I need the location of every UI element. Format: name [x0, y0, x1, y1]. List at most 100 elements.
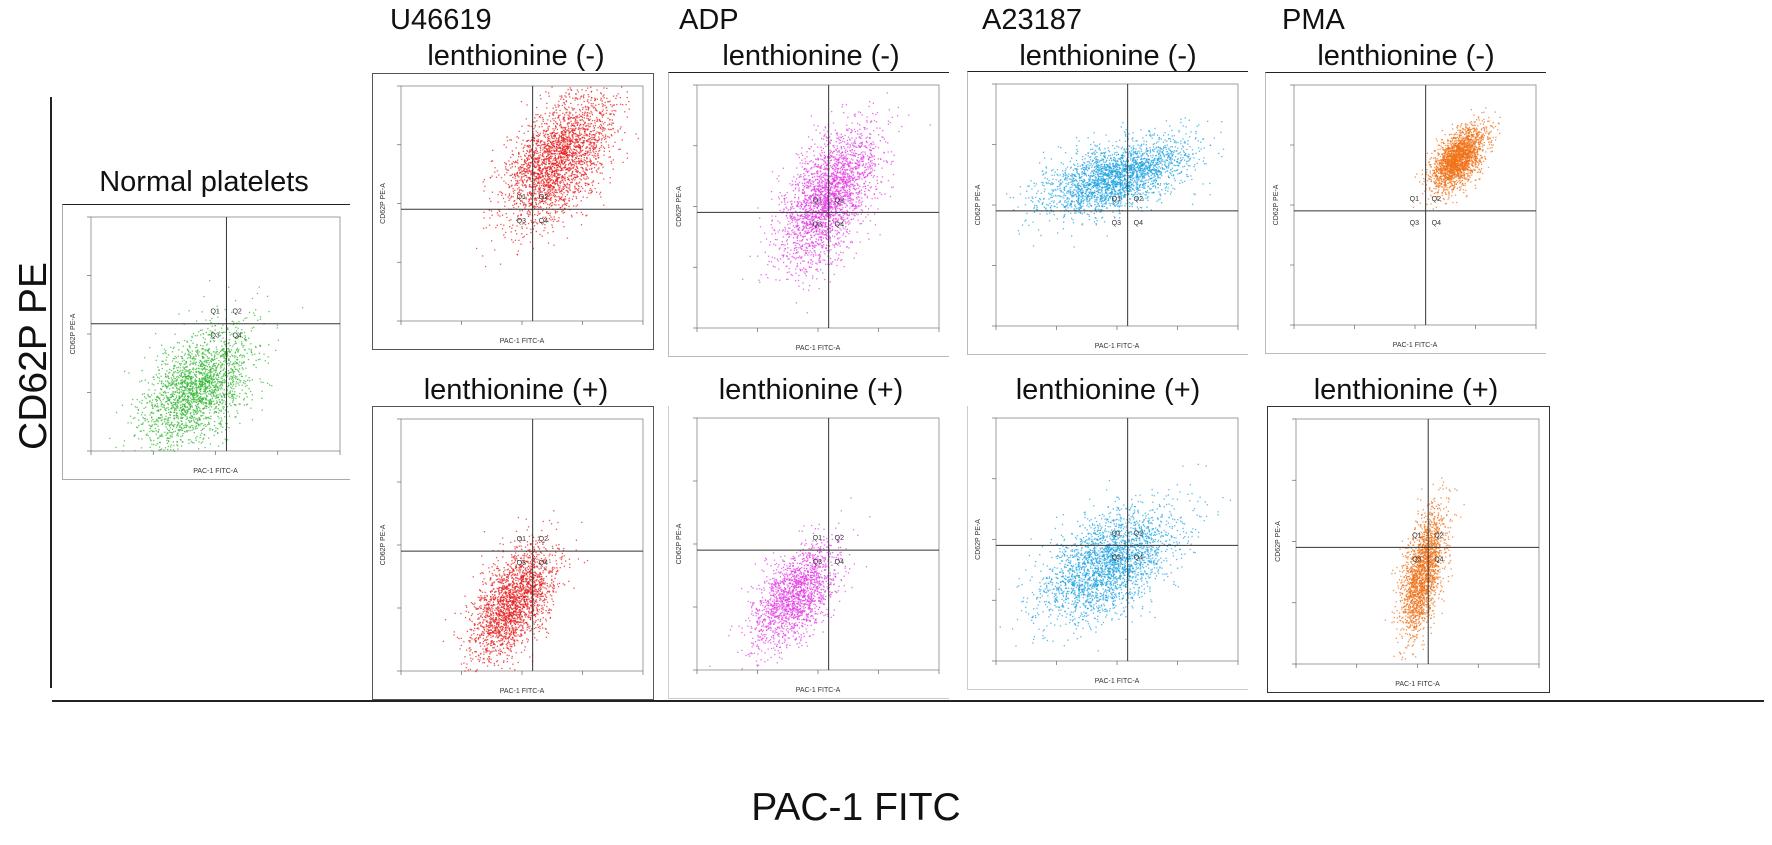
event-point	[606, 97, 608, 99]
event-point	[174, 411, 176, 414]
event-point	[190, 414, 192, 416]
event-point	[556, 164, 559, 166]
event-point	[259, 316, 262, 318]
event-point	[187, 408, 189, 411]
event-point	[586, 117, 588, 119]
event-point	[193, 358, 195, 360]
event-point	[157, 431, 159, 433]
event-point	[531, 139, 533, 141]
event-point	[591, 163, 593, 165]
event-point	[586, 129, 589, 131]
event-point	[209, 377, 212, 380]
event-point	[590, 99, 592, 101]
event-point	[235, 326, 237, 328]
event-point	[122, 450, 124, 452]
event-point	[519, 564, 521, 566]
event-point	[576, 89, 578, 91]
event-point	[562, 167, 564, 169]
event-point	[562, 177, 564, 179]
event-point	[172, 381, 175, 383]
event-point	[558, 173, 560, 175]
event-point	[155, 398, 157, 401]
event-point	[176, 421, 179, 423]
event-point	[181, 435, 184, 437]
event-point	[541, 191, 543, 193]
event-point	[523, 169, 525, 172]
event-point	[536, 144, 538, 147]
event-point	[559, 124, 561, 127]
event-point	[490, 590, 493, 592]
event-point	[590, 141, 592, 143]
event-point	[596, 131, 598, 133]
event-point	[247, 379, 249, 381]
event-point	[217, 445, 220, 447]
event-point	[525, 160, 527, 162]
event-point	[211, 388, 213, 391]
event-point	[515, 182, 518, 184]
event-point	[168, 382, 170, 384]
event-point	[198, 368, 200, 370]
event-point	[191, 358, 194, 360]
event-point	[243, 404, 245, 406]
event-point	[202, 368, 204, 370]
event-point	[567, 126, 570, 128]
event-point	[148, 396, 150, 398]
event-point	[210, 401, 213, 404]
event-point	[545, 216, 547, 218]
event-point	[157, 437, 159, 439]
event-point	[603, 178, 605, 180]
event-point	[542, 183, 544, 185]
event-point	[562, 134, 564, 137]
event-point	[231, 387, 233, 389]
event-point	[551, 136, 553, 139]
event-point	[560, 131, 563, 133]
event-point	[473, 606, 475, 608]
event-point	[173, 415, 175, 417]
event-point	[524, 144, 526, 146]
event-point	[138, 419, 140, 421]
event-point	[560, 121, 562, 123]
event-point	[571, 134, 574, 136]
event-point	[568, 131, 570, 133]
event-point	[512, 190, 514, 192]
event-point	[599, 193, 601, 195]
event-point	[523, 174, 526, 176]
event-point	[216, 385, 218, 387]
event-point	[600, 123, 602, 126]
event-point	[202, 384, 204, 386]
event-point	[529, 204, 532, 206]
event-point	[545, 169, 547, 171]
event-point	[206, 368, 208, 371]
event-point	[604, 138, 606, 141]
event-point	[194, 392, 196, 394]
event-point	[528, 164, 530, 166]
event-point	[528, 198, 530, 201]
event-point	[202, 353, 204, 355]
event-point	[159, 409, 161, 411]
event-point	[598, 136, 600, 138]
event-point	[551, 146, 554, 149]
event-point	[556, 112, 558, 114]
event-point	[545, 159, 547, 161]
event-point	[221, 383, 223, 385]
event-point	[202, 348, 204, 350]
event-point	[584, 112, 586, 114]
event-point	[511, 184, 513, 186]
event-point	[234, 340, 236, 342]
event-point	[198, 392, 201, 394]
event-point	[544, 178, 546, 180]
event-point	[556, 179, 558, 182]
event-point	[491, 191, 494, 193]
event-point	[189, 382, 191, 384]
event-point	[208, 351, 210, 354]
event-point	[594, 107, 597, 109]
event-point	[170, 446, 172, 448]
event-point	[161, 385, 164, 388]
event-point	[572, 131, 574, 134]
event-point	[197, 425, 200, 427]
event-point	[572, 177, 574, 180]
event-point	[173, 409, 176, 411]
event-point	[181, 383, 183, 385]
event-point	[591, 190, 593, 192]
event-point	[523, 132, 525, 134]
